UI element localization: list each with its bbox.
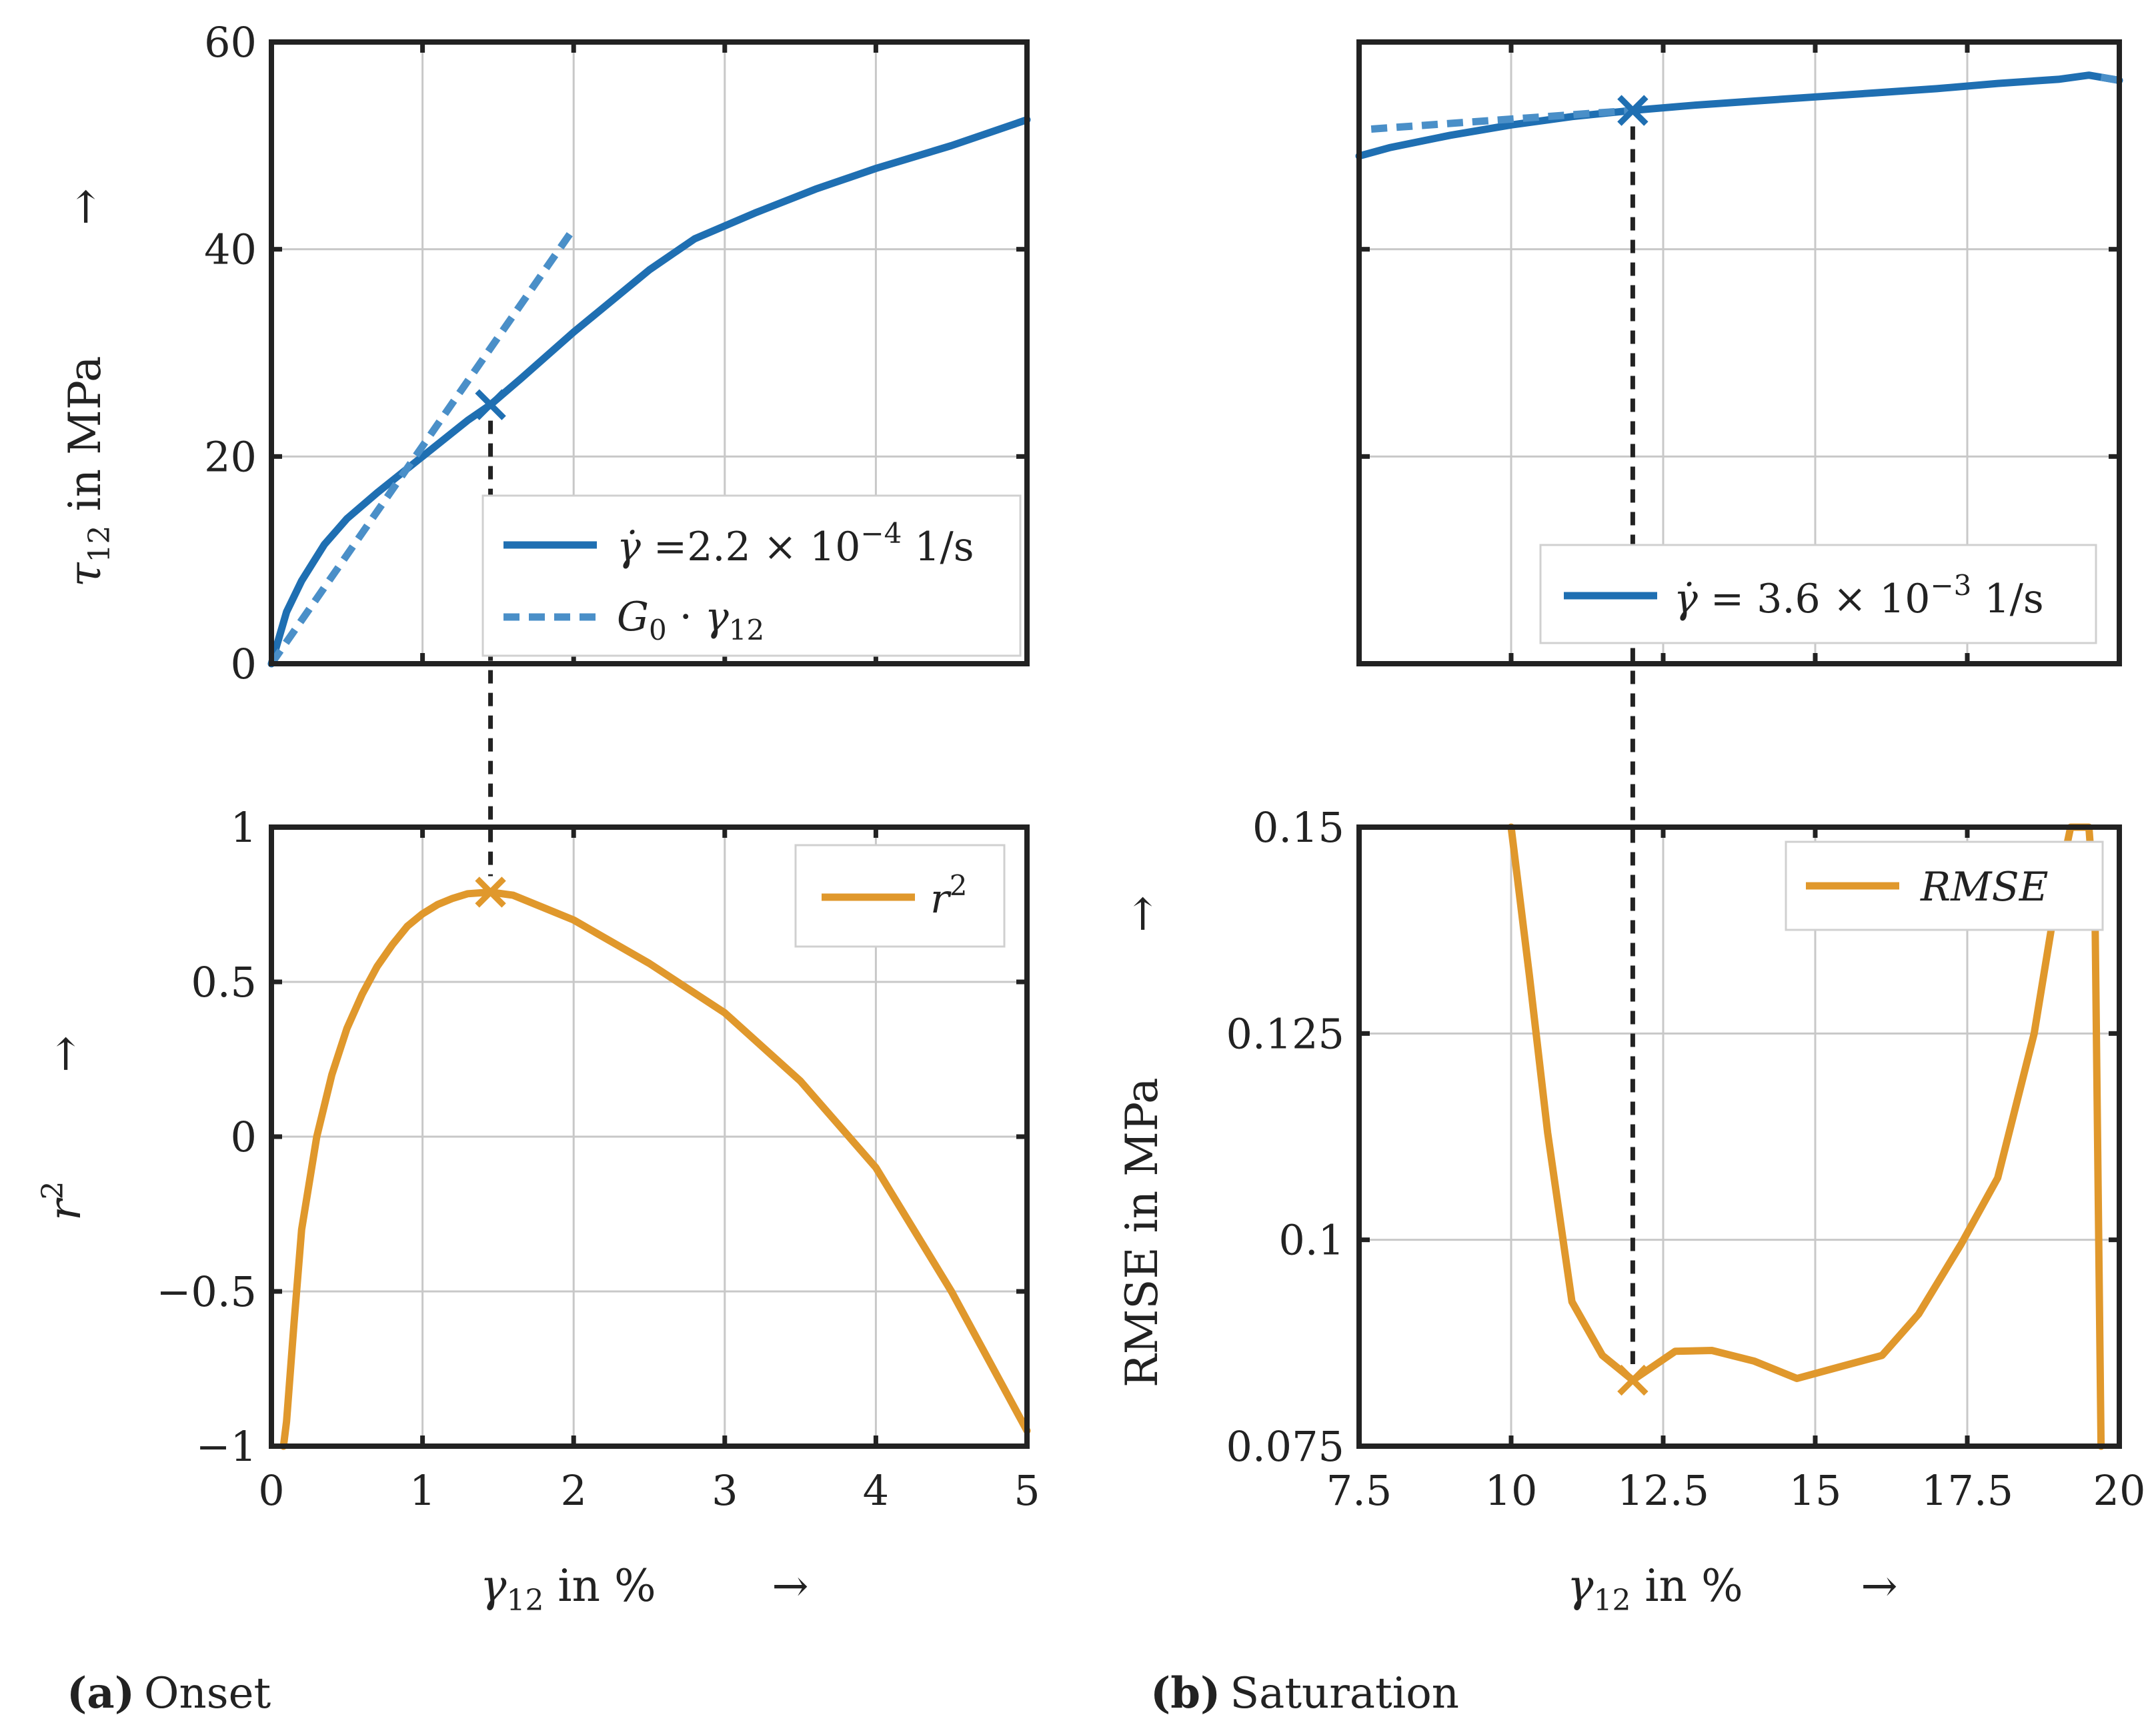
legend-b-top: γ̇ = 3.6 × 10−3 1/s	[1539, 544, 2097, 644]
x-tick-label: 10	[1485, 1466, 1538, 1515]
x-tick-label: 3	[712, 1466, 738, 1515]
y-tick-label: 60	[204, 18, 257, 67]
legend-b-bottom: RMSE	[1785, 840, 2104, 931]
y-tick-label: 0.125	[1226, 1009, 1345, 1058]
y-tick-label: 0	[231, 1113, 257, 1161]
x-tick-label: 1	[409, 1466, 435, 1515]
marker-x-b_bottom	[1617, 1364, 1649, 1396]
panel-a-top-shear-stress: 0 20 40 60	[204, 18, 1031, 688]
axes-frame-b_bottom	[1356, 824, 2122, 1449]
x-tick-label: 2	[560, 1466, 586, 1515]
y-tick-label: 20	[204, 432, 257, 481]
legend-label-strain-rate-b: γ̇ = 3.6 × 10−3 1/s	[1674, 569, 2044, 622]
panel-a-bottom-r-squared: −1 −0.5 0 0.5 1 0 1 2 3 4 5	[156, 803, 1040, 1515]
legend-a-top: γ̇ =2.2 × 10−4 1/s G0 · γ12	[481, 494, 1022, 657]
caption-a-tag: (a)	[67, 1668, 135, 1718]
y-axis-label-rmse: RMSE in MPa	[1116, 1077, 1168, 1387]
panel-b-bottom-rmse: 0.075 0.1 0.125 0.15 7.5 10 12.5 15 17.5 20	[1226, 803, 2146, 1515]
x-tick-label: 7.5	[1326, 1466, 1392, 1515]
y-tick-label: 1	[231, 803, 257, 852]
x-axis-label-a: γ12 in %	[480, 1560, 656, 1618]
series-line-b_top-0	[1355, 71, 2123, 160]
series-line-b_top-2	[2100, 73, 2120, 84]
caption-a: (a) Onset	[67, 1668, 271, 1718]
legend-a-bottom: r2	[794, 844, 1006, 948]
x-axis-label-b: γ12 in %	[1567, 1560, 1743, 1618]
series-line-a_bottom-0	[279, 888, 1031, 1450]
axes-frame-a_bottom	[269, 824, 1030, 1449]
marker-x-a_top	[475, 389, 506, 420]
y-axis-label-tau: τ12 in MPa	[59, 356, 117, 587]
y-axis-arrow-rmse: →	[1116, 895, 1168, 932]
y-axis-label-r2: r2	[36, 1181, 91, 1221]
y-axis-arrow-r2: →	[39, 1035, 91, 1072]
x-tick-label: 20	[2093, 1466, 2146, 1515]
y-tick-label: 40	[204, 225, 257, 274]
legend-label-rmse: RMSE	[1920, 864, 2049, 911]
x-tick-label: 0	[258, 1466, 284, 1515]
series-line-a_top-0	[267, 116, 1031, 668]
y-tick-label: 0	[231, 640, 257, 688]
x-tick-label: 5	[1014, 1466, 1040, 1515]
series-line-a_top-1	[268, 226, 577, 666]
caption-b: (b) Saturation	[1150, 1668, 1459, 1718]
legend-label-strain-rate-a: γ̇ =2.2 × 10−4 1/s	[617, 517, 974, 570]
legend-label-g0: G0 · γ12	[617, 594, 764, 646]
caption-b-text: Saturation	[1230, 1669, 1459, 1718]
marker-x-b_top	[1617, 95, 1649, 126]
caption-a-text: Onset	[144, 1669, 271, 1718]
x-axis-arrow-a: →	[772, 1560, 808, 1612]
axes-frame-b_top	[1356, 39, 2122, 666]
y-axis-arrow-tau: →	[59, 188, 111, 225]
y-tick-label: 0.1	[1278, 1216, 1344, 1265]
caption-b-tag: (b)	[1150, 1668, 1220, 1718]
y-tick-label: −0.5	[156, 1267, 257, 1316]
legend-label-r2: r2	[930, 869, 967, 923]
x-tick-label: 17.5	[1921, 1466, 2013, 1515]
y-tick-label: 0.15	[1252, 803, 1344, 852]
y-tick-label: 0.5	[191, 958, 257, 1007]
panel-b-top-shear-stress	[1355, 39, 2123, 666]
x-tick-label: 4	[863, 1466, 889, 1515]
y-tick-label: 0.075	[1226, 1422, 1345, 1471]
axes-frame-a_top	[269, 39, 1030, 666]
marker-x-a_bottom	[475, 877, 506, 908]
x-tick-label: 12.5	[1617, 1466, 1709, 1515]
x-tick-label: 15	[1789, 1466, 1842, 1515]
y-tick-label: −1	[196, 1422, 257, 1471]
series-line-b_top-1	[1370, 107, 1633, 133]
x-axis-arrow-b: →	[1861, 1560, 1897, 1612]
